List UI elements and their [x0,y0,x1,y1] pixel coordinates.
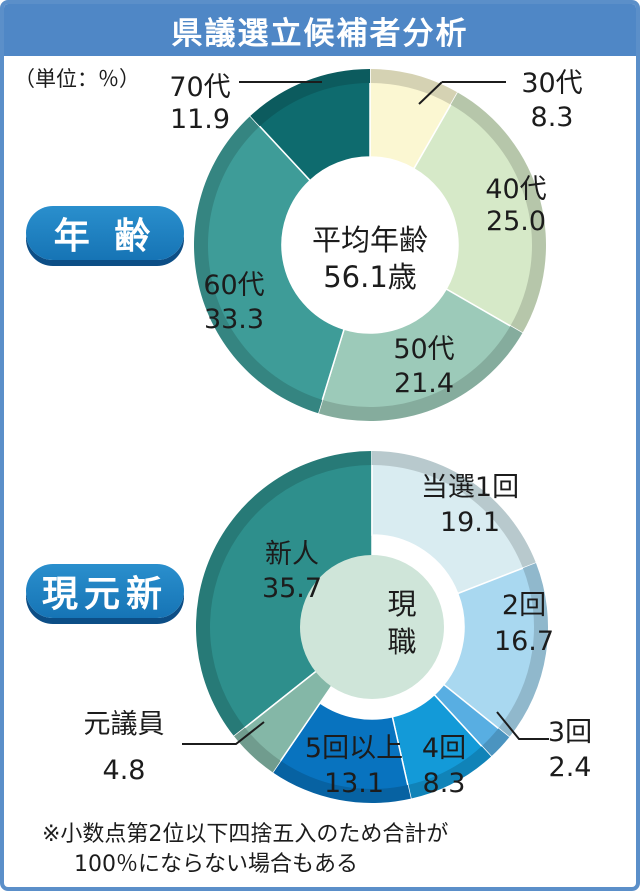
age-value-40s: 25.0 [486,206,546,237]
footnote-line-1: ※小数点第2位以下四捨五入のため合計が [42,822,449,847]
incumbency-value-term3: 2.4 [549,752,592,783]
footnote-line-2: 100％にならない場合もある [74,852,358,877]
title-bar: 県議選立候補者分析 [4,4,636,56]
age-label-40s: 40代 [485,174,546,205]
age-label-50s: 50代 [393,334,454,365]
incumbency-value-term4: 8.3 [423,768,466,799]
incumbency-slice-rim-term2 [498,563,549,738]
incumbency-value-term1: 19.1 [440,507,500,538]
incumbency-slice-rim-new [196,451,372,737]
age-label-60s: 60代 [203,270,264,301]
incumbency-label-term3: 3回 [548,717,592,748]
average-age-label: 平均年齢 [312,223,428,257]
incumbency-value-term5plus: 13.1 [324,768,384,799]
incumbency-label-term2: 2回 [502,590,546,621]
leader-line-former [182,721,265,745]
age-donut-hole [282,157,458,333]
age-slice-rim-50s [318,326,523,422]
age-value-60s: 33.3 [204,304,264,335]
age-value-30s: 8.3 [531,102,574,133]
incumbency-label-term1: 当選1回 [421,472,519,503]
incumbency-value-new: 35.7 [262,573,322,604]
incumbency-value-former: 4.8 [103,755,146,786]
incumbency-slice-rim-term1 [372,451,536,569]
age-value-70s: 11.9 [170,104,230,135]
donut-charts: （単位：％）平均年齢56.1歳30代8.340代25.050代21.460代33… [14,67,592,804]
incumbency-label-term4: 4回 [422,733,466,764]
unit-label: （単位：％） [14,67,140,91]
age-slice-rim-30s [370,69,458,105]
age-slice-rim-60s [194,116,323,414]
chart-title: 県議選立候補者分析 [171,15,469,52]
age-slice-rim-70s [250,69,370,127]
incumbency-slice-rim-term5plus [272,760,411,803]
incumbent-label-2: 職 [387,625,416,659]
age-value-50s: 21.4 [394,368,454,399]
leader-line-30s-b [418,81,443,105]
age-slice-rim-40s [450,92,546,333]
incumbency-value-term2: 16.7 [494,626,554,657]
incumbency-label-term5plus: 5回以上 [305,733,403,764]
incumbency-label-new: 新人 [265,539,319,570]
leader-line-term3 [496,711,549,740]
age-label-70s: 70代 [169,72,230,103]
age-label-30s: 30代 [521,68,582,99]
incumbency-slice-rim-former [234,727,281,773]
incumbent-label-1: 現 [387,587,416,621]
section-label-age: 年 齢 [26,206,184,260]
incumbency-slice-rim-term4 [407,746,492,799]
incumbency-slice-rim-term3 [481,728,510,757]
section-label-incumbency: 現元新 [26,564,184,618]
incumbency-label-former: 元議員 [84,709,165,740]
average-age-value: 56.1歳 [323,260,417,294]
incumbent-center-circle [300,555,444,699]
